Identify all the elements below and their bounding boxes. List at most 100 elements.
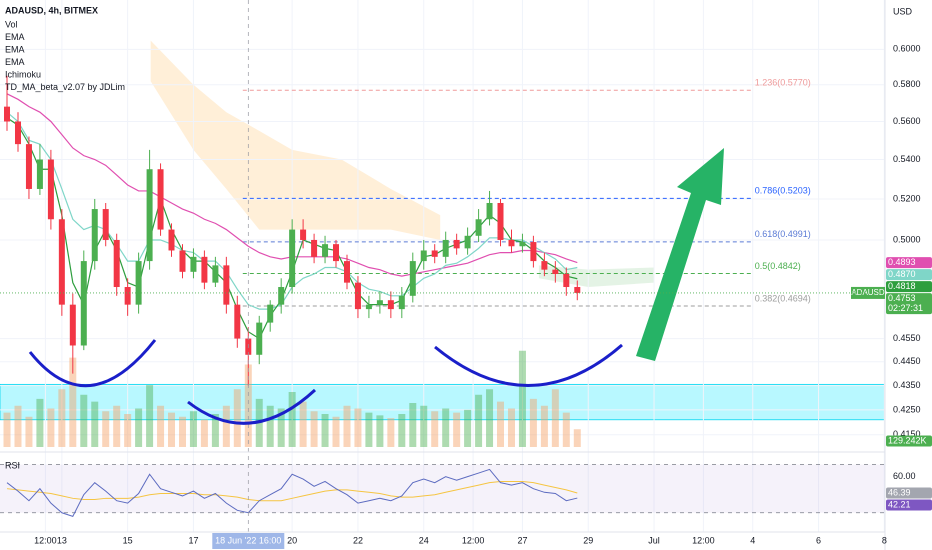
- candle-body: [36, 159, 43, 189]
- candle-body: [475, 219, 482, 236]
- rsi-badge: 46.39: [888, 487, 911, 497]
- arrow: [636, 148, 724, 361]
- volume-bar: [178, 416, 186, 447]
- currency: USD: [893, 6, 913, 16]
- candle-body: [289, 229, 296, 288]
- y-tick-label: 0.5600: [893, 116, 921, 126]
- x-tick-label: 6: [816, 535, 821, 545]
- y-tick-label: 0.5400: [893, 154, 921, 164]
- volume-bar: [135, 408, 143, 447]
- line-badge: 0.4870: [888, 269, 916, 279]
- volume-bar: [497, 401, 505, 447]
- y-tick-label: 0.4550: [893, 333, 921, 343]
- cup-curve: [187, 388, 317, 425]
- crosshair-label: 18 Jun '22 16:00: [215, 535, 281, 545]
- line-badge: 0.4893: [888, 257, 916, 267]
- symbol-badge: ADAUSD: [851, 288, 885, 297]
- candle-body: [4, 106, 11, 122]
- line-badge: 0.4818: [888, 281, 916, 291]
- volume-bar: [36, 398, 44, 447]
- base-layer: [0, 0, 886, 532]
- candle-body: [157, 169, 164, 230]
- candle-body: [168, 229, 175, 251]
- price-badge-bg: [886, 293, 932, 315]
- rsi-ma-line: [6, 480, 578, 502]
- volume-bar: [354, 408, 362, 447]
- volume-bar: [518, 350, 526, 447]
- volume-bar: [431, 411, 439, 447]
- x-tick-label: 12:00: [462, 535, 485, 545]
- volume-bar: [124, 414, 132, 447]
- support-zone: [0, 383, 886, 421]
- volume-bar: [321, 414, 329, 447]
- x-tick-label: 24: [419, 535, 429, 545]
- candle-body: [333, 244, 340, 262]
- volume-bar: [540, 405, 548, 447]
- line-badge-bg: [886, 269, 932, 281]
- legend-entry: Ichimoku: [5, 69, 41, 79]
- volume-bar: [80, 394, 88, 447]
- fib-label: 0.618(0.4991): [755, 229, 811, 239]
- candle-body: [212, 265, 219, 283]
- x-tick-label: 17: [188, 535, 198, 545]
- volume-bar: [464, 409, 472, 447]
- candle-body: [322, 244, 329, 257]
- candle-body: [311, 239, 318, 257]
- candle-body: [47, 159, 54, 220]
- volume-bar: [200, 419, 208, 447]
- volume-bar: [14, 405, 22, 447]
- candle-body: [58, 219, 65, 305]
- volume-bar: [25, 416, 33, 447]
- line-badge-bg: [886, 281, 932, 293]
- candle-body: [14, 121, 21, 145]
- candle-body: [519, 242, 526, 247]
- candle-body: [25, 144, 32, 189]
- fib-label: 0.786(0.5203): [755, 186, 811, 196]
- candle-body: [91, 209, 98, 262]
- volume-bar: [299, 401, 307, 447]
- candle-body: [354, 282, 361, 310]
- volume-badge: 129.242K: [888, 435, 927, 445]
- volume-bar: [211, 414, 219, 447]
- cup-curve: [28, 339, 157, 388]
- volume-bar: [453, 412, 461, 447]
- volume-bar: [486, 389, 494, 447]
- volume-bar: [233, 389, 241, 447]
- candle-body: [223, 265, 230, 305]
- legend-entry: TD_MA_beta_v2.07 by JDLim: [5, 82, 125, 92]
- volume-bar: [91, 401, 99, 447]
- candle-body: [541, 261, 548, 270]
- x-tick-label: Jul: [648, 535, 660, 545]
- chart-title: ADAUSD, 4h, BITMEX: [5, 5, 98, 15]
- legend-entry: EMA: [5, 44, 25, 54]
- fib-label: 0.5(0.4842): [755, 261, 801, 271]
- volume-bar: [387, 418, 395, 447]
- candle-body: [387, 300, 394, 310]
- candle-body: [508, 239, 515, 247]
- crosshair-label-bg: [212, 533, 285, 549]
- candle-body: [409, 261, 416, 296]
- volume-bar: [442, 408, 450, 447]
- candle-body: [69, 304, 76, 346]
- candle-body: [574, 287, 581, 293]
- x-tick-label: 8: [882, 535, 887, 545]
- volume-bar: [376, 415, 384, 447]
- candle-body: [464, 235, 471, 249]
- drawings: [28, 148, 724, 425]
- legend-entry: EMA: [5, 57, 25, 67]
- x-tick-label: 20: [287, 535, 297, 545]
- volume-bar: [157, 405, 165, 447]
- rsi-badge-bg: [886, 499, 932, 511]
- volume-bar: [47, 408, 55, 447]
- candle-body: [530, 242, 537, 262]
- candle-body: [234, 304, 241, 339]
- rsi-band: [0, 464, 885, 513]
- candle-body: [365, 304, 372, 310]
- legend-entry: EMA: [5, 32, 25, 42]
- candle-body: [124, 287, 131, 305]
- x-tick-label: 29: [583, 535, 593, 545]
- volume-bar: [343, 405, 351, 447]
